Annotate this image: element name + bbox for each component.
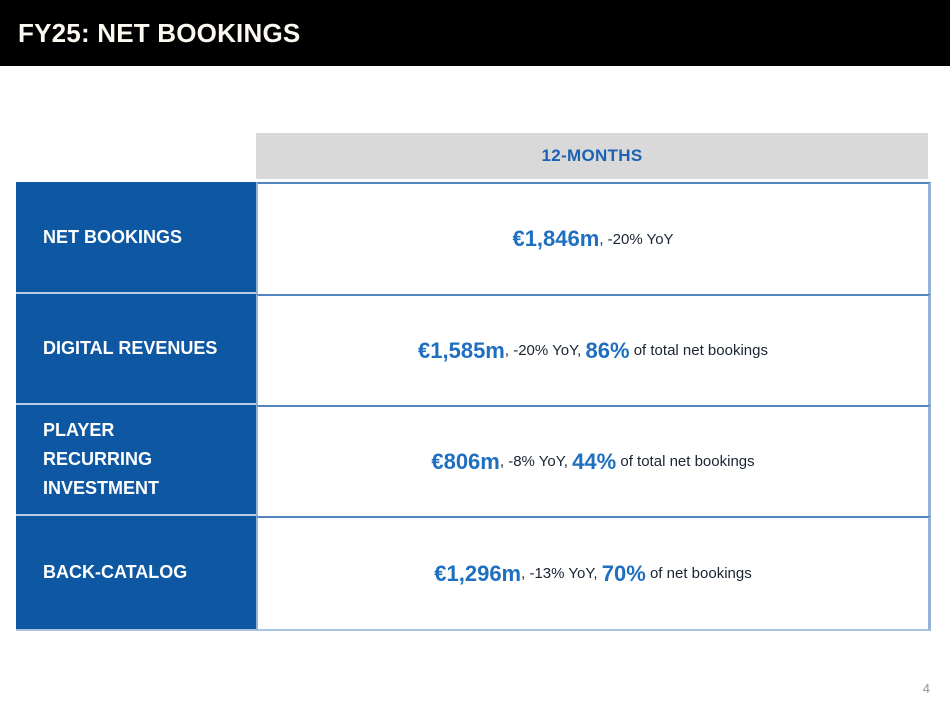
metric-share: 44% — [572, 448, 617, 474]
row-label: NET BOOKINGS — [16, 182, 256, 294]
row-value: €1,296m, -13% YoY, 70% of net bookings — [256, 516, 931, 631]
metric-share-detail: of total net bookings — [616, 453, 755, 470]
metric-share-detail: of total net bookings — [629, 342, 768, 359]
table-row-net-bookings: NET BOOKINGS €1,846m, -20% YoY — [16, 182, 931, 294]
row-label: DIGITAL REVENUES — [16, 294, 256, 405]
metric-detail: , -20% YoY — [599, 230, 674, 248]
metric-detail: , -20% YoY, — [504, 342, 586, 359]
table-row-digital-revenues: DIGITAL REVENUES €1,585m, -20% YoY, 86% … — [16, 294, 931, 405]
metric-share: 86% — [585, 337, 630, 363]
table-row-player-recurring-investment: PLAYER RECURRING INVESTMENT €806m, -8% Y… — [16, 405, 931, 516]
net-bookings-table: NET BOOKINGS €1,846m, -20% YoY DIGITAL R… — [16, 182, 931, 631]
metric-share-detail: of net bookings — [645, 565, 752, 582]
metric-share: 70% — [601, 560, 646, 586]
row-value: €1,585m, -20% YoY, 86% of total net book… — [256, 294, 931, 405]
metric-amount: €1,846m — [512, 226, 600, 251]
metric-amount: €1,585m — [418, 337, 505, 363]
row-value: €1,846m, -20% YoY — [256, 182, 931, 294]
title-bar: FY25: NET BOOKINGS — [0, 0, 950, 66]
page-number: 4 — [922, 681, 930, 696]
metric-detail: , -13% YoY, — [521, 565, 602, 582]
metric-detail: , -8% YoY, — [499, 453, 573, 470]
column-header-12-months: 12-MONTHS — [256, 133, 928, 179]
metric-amount: €1,296m — [434, 560, 522, 586]
slide-title: FY25: NET BOOKINGS — [18, 17, 301, 48]
row-label: BACK-CATALOG — [16, 516, 256, 631]
metric-amount: €806m — [431, 448, 500, 474]
table-row-back-catalog: BACK-CATALOG €1,296m, -13% YoY, 70% of n… — [16, 516, 931, 631]
row-value: €806m, -8% YoY, 44% of total net booking… — [256, 405, 931, 516]
row-label: PLAYER RECURRING INVESTMENT — [16, 405, 256, 516]
